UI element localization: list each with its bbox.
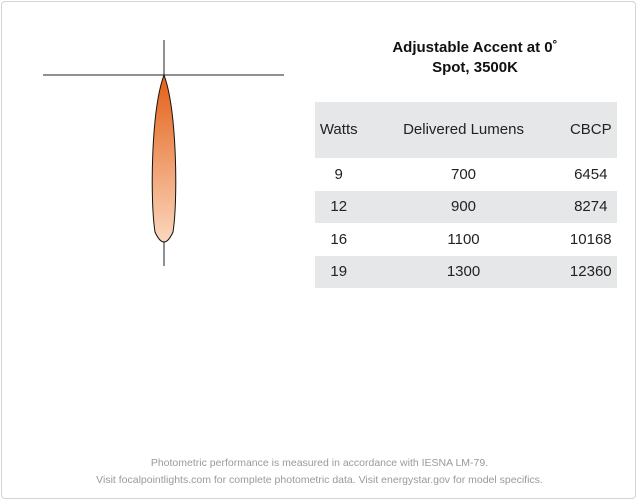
table-row: 12 900 8274 bbox=[315, 190, 617, 223]
table-row: 9 700 6454 bbox=[315, 158, 617, 191]
table-cell: 19 bbox=[315, 255, 363, 288]
table-cell: 1100 bbox=[447, 230, 480, 248]
table-cell: 12360 bbox=[564, 255, 617, 288]
table-cell: 900 bbox=[362, 190, 565, 223]
table-cell: 9 bbox=[334, 165, 343, 183]
footer-line: Photometric performance is measured in a… bbox=[150, 457, 489, 469]
header-row: Watts Delivered Lumens CBCP bbox=[315, 102, 617, 158]
title: Adjustable Accent at 0˚ Spot, 3500K bbox=[335, 38, 615, 78]
footer: Photometric performance is measured in a… bbox=[0, 455, 639, 489]
title-line: Adjustable Accent at 0˚ bbox=[392, 39, 558, 56]
table-cell: 700 bbox=[451, 165, 477, 183]
column-header: Watts bbox=[315, 102, 363, 158]
beam-shape bbox=[151, 73, 177, 243]
photometric-table: Watts Delivered Lumens CBCP 9 700 6454 12 900 8… bbox=[315, 102, 617, 288]
table-cell: 6454 bbox=[574, 165, 608, 183]
column-header: CBCP bbox=[564, 102, 617, 158]
column-header: Delivered Lumens bbox=[362, 102, 565, 158]
table-cell: 16 bbox=[330, 230, 348, 248]
footer-line: Visit focalpointlights.com for complete … bbox=[96, 474, 543, 486]
table-cell: 8274 bbox=[564, 190, 617, 223]
table-cell: 1300 bbox=[362, 255, 565, 288]
table-row: 16 1100 10168 bbox=[315, 223, 617, 256]
table-row: 19 1300 12360 bbox=[315, 255, 617, 288]
title-line: Spot, 3500K bbox=[432, 59, 518, 76]
table-cell: 10168 bbox=[569, 230, 612, 248]
table-cell: 12 bbox=[315, 190, 363, 223]
beam-diagram bbox=[43, 40, 284, 266]
